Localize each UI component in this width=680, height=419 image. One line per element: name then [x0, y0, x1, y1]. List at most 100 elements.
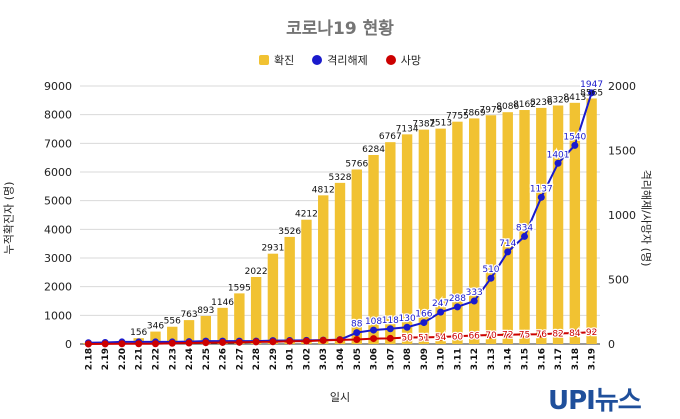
bar-confirmed: [485, 115, 497, 344]
x-tick-label: 3.16: [537, 348, 547, 370]
y-tick-right: 1000: [608, 209, 636, 222]
chart-legend: 확진 격리해제 사망: [0, 52, 680, 68]
point-deaths: [336, 336, 344, 344]
x-tick-label: 3.05: [353, 348, 363, 370]
x-tick-label: 2.23: [168, 348, 178, 370]
data-label-confirmed: 7869: [463, 108, 486, 118]
point-deaths: [571, 329, 579, 337]
legend-item-released: 격리해제: [312, 52, 368, 68]
data-label-confirmed: 1146: [211, 298, 234, 308]
point-released: [504, 248, 512, 256]
data-label-released: 1137: [530, 184, 553, 194]
x-tick-label: 2.19: [101, 348, 111, 370]
data-label-confirmed: 7513: [429, 119, 452, 129]
point-deaths: [84, 340, 92, 348]
data-label-confirmed: 5766: [345, 159, 368, 169]
x-tick-label: 2.29: [269, 348, 279, 370]
point-released: [370, 326, 378, 334]
bar-confirmed: [435, 128, 446, 344]
x-tick-label: 3.17: [554, 348, 564, 370]
data-label-released: 88: [351, 320, 363, 330]
x-tick-label: 3.03: [319, 348, 329, 370]
data-label-deaths: 66: [468, 331, 480, 341]
x-tick-label: 3.01: [286, 348, 296, 370]
bar-confirmed: [234, 293, 245, 344]
data-label-confirmed: 7755: [446, 112, 469, 122]
y-tick-left: 8000: [44, 109, 72, 122]
legend-label-confirmed: 확진: [274, 54, 295, 67]
x-tick-label: 3.12: [470, 348, 480, 370]
data-label-confirmed: 5328: [329, 173, 352, 183]
y-tick-right: 1500: [608, 145, 636, 158]
point-deaths: [537, 330, 545, 338]
point-released: [437, 308, 445, 316]
point-deaths: [386, 334, 394, 342]
point-deaths: [118, 340, 126, 348]
point-deaths: [235, 338, 243, 346]
bar-confirmed: [217, 307, 228, 344]
x-tick-label: 3.08: [403, 348, 413, 370]
x-tick-label: 2.22: [151, 348, 161, 370]
data-label-confirmed: 763: [180, 310, 197, 320]
data-label-confirmed: 4812: [312, 185, 335, 195]
point-released: [420, 319, 428, 327]
data-label-confirmed: 8086: [496, 102, 519, 112]
data-label-deaths: 51: [418, 333, 429, 343]
data-label-confirmed: 4212: [295, 210, 318, 220]
legend-label-released: 격리해제: [327, 54, 368, 67]
point-deaths: [370, 335, 378, 343]
bar-confirmed: [385, 142, 396, 344]
bar-confirmed: [267, 253, 279, 344]
legend-swatch-released: [312, 55, 323, 65]
x-tick-label: 3.07: [386, 348, 396, 370]
point-deaths: [521, 330, 529, 338]
y-tick-left: 6000: [44, 166, 72, 179]
data-label-released: 714: [499, 239, 516, 249]
data-label-released: 130: [399, 314, 416, 324]
data-label-deaths: 70: [485, 331, 497, 341]
y-tick-right: 2000: [608, 80, 636, 93]
chart-title: 코로나19 현황: [286, 19, 394, 39]
data-label-confirmed: 156: [130, 328, 147, 338]
point-deaths: [151, 340, 159, 348]
point-deaths: [219, 338, 227, 346]
point-deaths: [487, 331, 495, 339]
point-deaths: [101, 340, 109, 348]
data-label-deaths: 60: [452, 332, 464, 342]
point-deaths: [554, 329, 562, 337]
bar-confirmed: [401, 134, 413, 344]
x-tick-label: 2.25: [202, 348, 212, 370]
x-tick-label: 2.18: [84, 348, 94, 370]
y-tick-left: 5000: [44, 195, 72, 208]
y-tick-left: 9000: [44, 80, 72, 93]
data-label-confirmed: 6767: [379, 132, 402, 142]
data-label-deaths: 76: [536, 330, 548, 340]
x-axis-label: 일시: [329, 391, 351, 404]
bar-confirmed: [318, 195, 329, 344]
bar-confirmed: [452, 121, 463, 344]
bar-confirmed: [502, 112, 513, 345]
y-tick-left: 0: [65, 338, 72, 351]
data-label-confirmed: 6284: [362, 145, 385, 155]
point-deaths: [252, 338, 260, 346]
data-label-released: 108: [365, 317, 382, 327]
point-released: [353, 329, 361, 337]
y-tick-right: 500: [608, 274, 629, 287]
point-deaths: [588, 328, 596, 336]
legend-item-deaths: 사망: [385, 52, 421, 68]
y-tick-left: 7000: [44, 137, 72, 150]
x-tick-label: 3.02: [302, 348, 312, 370]
bar-confirmed: [368, 155, 379, 344]
bar-confirmed: [167, 326, 178, 344]
bar-confirmed: [200, 315, 212, 344]
point-released: [453, 303, 461, 311]
point-deaths: [286, 337, 294, 345]
point-deaths: [353, 335, 361, 343]
point-deaths: [302, 337, 310, 345]
x-tick-label: 3.10: [437, 348, 447, 370]
point-deaths: [168, 339, 176, 347]
data-label-confirmed: 346: [147, 322, 164, 332]
data-label-confirmed: 8236: [530, 98, 553, 108]
point-released: [487, 274, 495, 282]
